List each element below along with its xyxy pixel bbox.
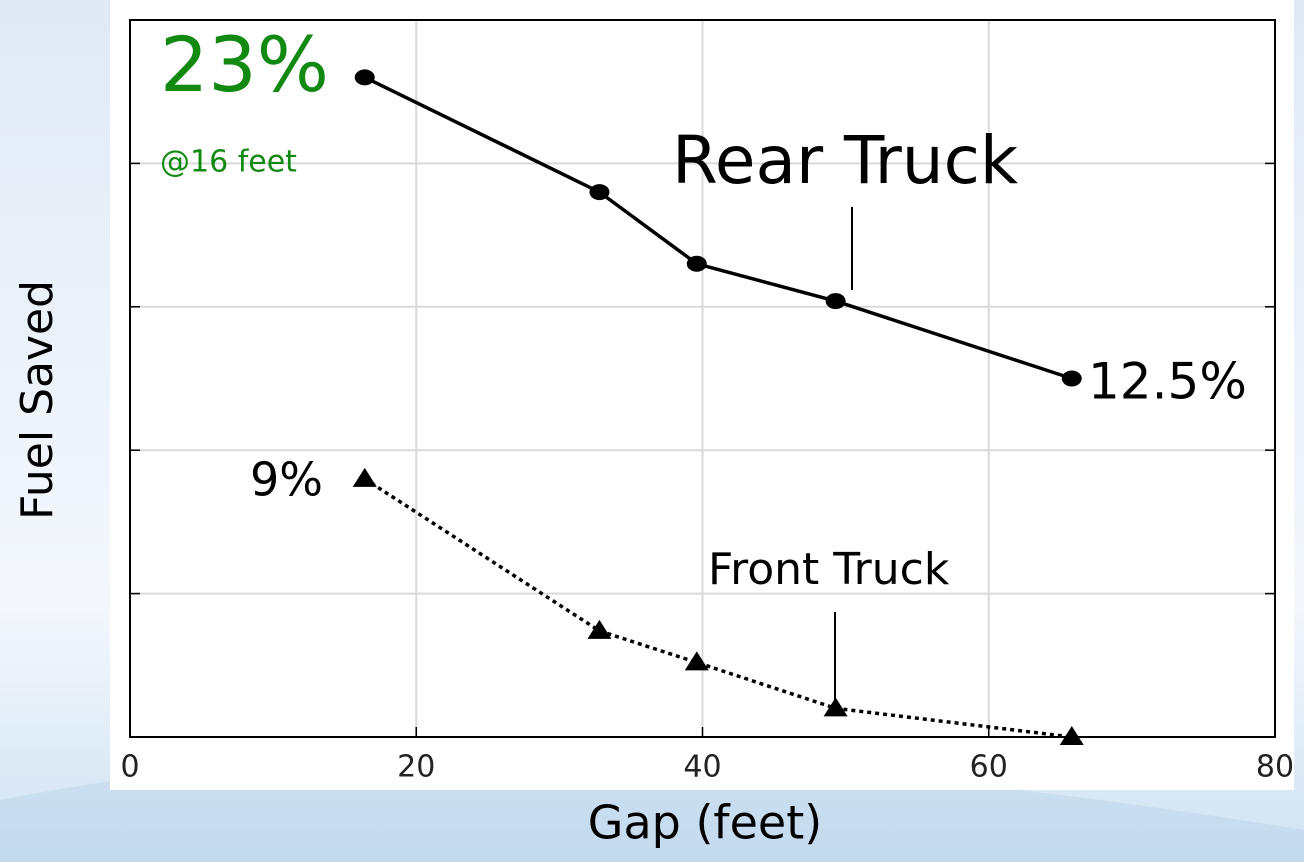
- x-tick-label: 0: [120, 750, 139, 785]
- marker: [825, 293, 846, 310]
- marker: [589, 184, 610, 201]
- plot-frame: [129, 19, 1276, 738]
- series-line: [363, 477, 1072, 739]
- annotation: @16 feet: [160, 145, 297, 180]
- x-tick-label: 60: [970, 750, 1008, 785]
- value-label: 9%: [250, 453, 323, 507]
- marker: [354, 69, 375, 86]
- marker: [1061, 370, 1082, 387]
- series-label: Rear Truck: [672, 122, 1019, 199]
- value-label: 23%: [160, 20, 329, 109]
- marker: [352, 467, 377, 487]
- x-tick-label: 80: [1256, 750, 1294, 785]
- marker: [823, 697, 848, 717]
- value-label: 12.5%: [1088, 353, 1247, 411]
- marker: [684, 651, 709, 671]
- marker: [1059, 726, 1084, 745]
- y-axis-label: Fuel Saved: [12, 280, 63, 520]
- x-axis-label: Gap (feet): [588, 796, 822, 850]
- series-label: Front Truck: [708, 544, 950, 595]
- x-tick-label: 20: [397, 750, 435, 785]
- x-tick-label: 40: [683, 750, 721, 785]
- marker: [587, 619, 612, 639]
- marker: [686, 255, 707, 272]
